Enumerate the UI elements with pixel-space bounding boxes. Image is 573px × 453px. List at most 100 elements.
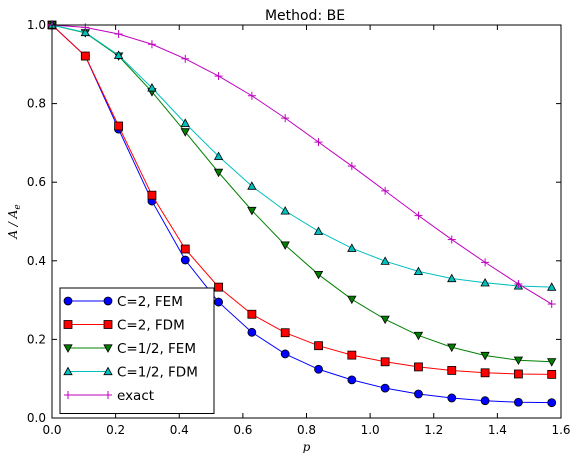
data-point (313, 226, 324, 235)
legend-entry: C=2, FDM (63, 318, 185, 334)
data-point (247, 309, 257, 319)
legend-marker (63, 344, 73, 353)
legend-entry: C=2, FEM (63, 294, 183, 310)
data-point (381, 186, 390, 195)
data-point (481, 258, 490, 267)
series-line (51, 24, 552, 363)
data-point (547, 369, 557, 379)
data-point (280, 206, 290, 215)
data-point (114, 30, 123, 39)
legend-label: C=1/2, FEM (117, 341, 196, 357)
data-point (247, 327, 257, 337)
data-point (147, 83, 157, 92)
legend-entry: C=1/2, FEM (63, 341, 196, 357)
data-point (380, 315, 390, 325)
series-1 (47, 20, 557, 379)
data-point (480, 277, 490, 287)
data-point (180, 255, 190, 265)
legend-entry: C=1/2, FDM (63, 365, 198, 381)
data-point (180, 128, 190, 137)
data-point (414, 211, 423, 220)
data-point (347, 295, 357, 305)
data-point (380, 383, 390, 393)
series-4 (48, 21, 556, 309)
x-axis-label: p (303, 440, 311, 453)
data-point (247, 91, 256, 100)
legend-label: exact (117, 388, 154, 404)
y-tick-label: 0.8 (27, 97, 46, 111)
data-point (547, 398, 557, 408)
data-point (213, 168, 224, 178)
legend-marker (103, 296, 113, 306)
data-point (480, 368, 490, 378)
series-line (51, 24, 552, 305)
data-point (347, 375, 357, 385)
data-point (147, 40, 156, 49)
data-point (413, 266, 424, 276)
x-tick-label: 0.6 (233, 423, 252, 437)
data-point (447, 273, 457, 283)
data-point (114, 121, 124, 131)
data-point (547, 282, 557, 291)
data-point (214, 297, 223, 307)
legend: C=2, FEM C=2, FDM C=1/2, FEM C=1/2, FDM exac… (59, 287, 215, 414)
plot-series (47, 20, 557, 408)
data-point (280, 241, 290, 250)
data-point (80, 51, 90, 61)
legend-marker (103, 366, 113, 376)
data-point (213, 151, 224, 160)
legend-label: C=2, FEM (117, 294, 183, 310)
x-tick-label: 0.2 (106, 423, 125, 437)
data-point (147, 190, 157, 200)
y-axis-label-main: A / A (6, 209, 20, 239)
data-point (180, 118, 190, 127)
data-point (280, 349, 290, 359)
data-point (214, 72, 223, 81)
data-point (413, 331, 424, 341)
data-point (280, 328, 290, 338)
data-point (347, 162, 356, 171)
data-point (447, 393, 457, 403)
legend-marker (103, 320, 113, 329)
legend-marker (63, 320, 73, 329)
series-line (51, 24, 552, 404)
data-point (247, 181, 257, 190)
data-point (380, 357, 390, 367)
x-tick-label: 1.0 (361, 423, 380, 437)
data-point (247, 206, 257, 216)
legend-marker (63, 366, 73, 376)
data-point (181, 54, 190, 63)
data-point (313, 270, 324, 280)
y-tick-label: 0.4 (27, 254, 46, 268)
data-point (447, 366, 457, 375)
data-point (314, 364, 323, 374)
data-point (414, 362, 423, 372)
data-point (513, 356, 524, 366)
series-3 (47, 20, 557, 291)
data-point (347, 350, 357, 360)
data-point (480, 351, 490, 361)
series-line (51, 24, 552, 288)
y-tick-label: 0.6 (27, 175, 46, 189)
data-point (281, 114, 290, 123)
y-tick-label: 1.0 (27, 18, 46, 32)
data-point (547, 300, 556, 309)
x-tick-label: 0.8 (297, 423, 316, 437)
axis-ticks (51, 24, 562, 419)
legend-marker (103, 344, 113, 353)
data-point (214, 282, 223, 292)
y-axis-label-subscript: e (13, 204, 23, 209)
legend-label: C=2, FDM (117, 318, 185, 334)
chart-title: Method: BE (265, 8, 345, 24)
x-tick-label: 1.2 (424, 423, 443, 437)
data-point (414, 389, 423, 399)
legend-entry: exact (64, 388, 154, 404)
x-tick-label: 1.4 (488, 423, 507, 437)
x-tick-label: 0.4 (170, 423, 189, 437)
x-tick-label: 1.6 (551, 423, 570, 437)
data-point (514, 397, 523, 407)
data-point (380, 256, 390, 265)
data-point (514, 369, 523, 379)
data-point (447, 343, 457, 353)
